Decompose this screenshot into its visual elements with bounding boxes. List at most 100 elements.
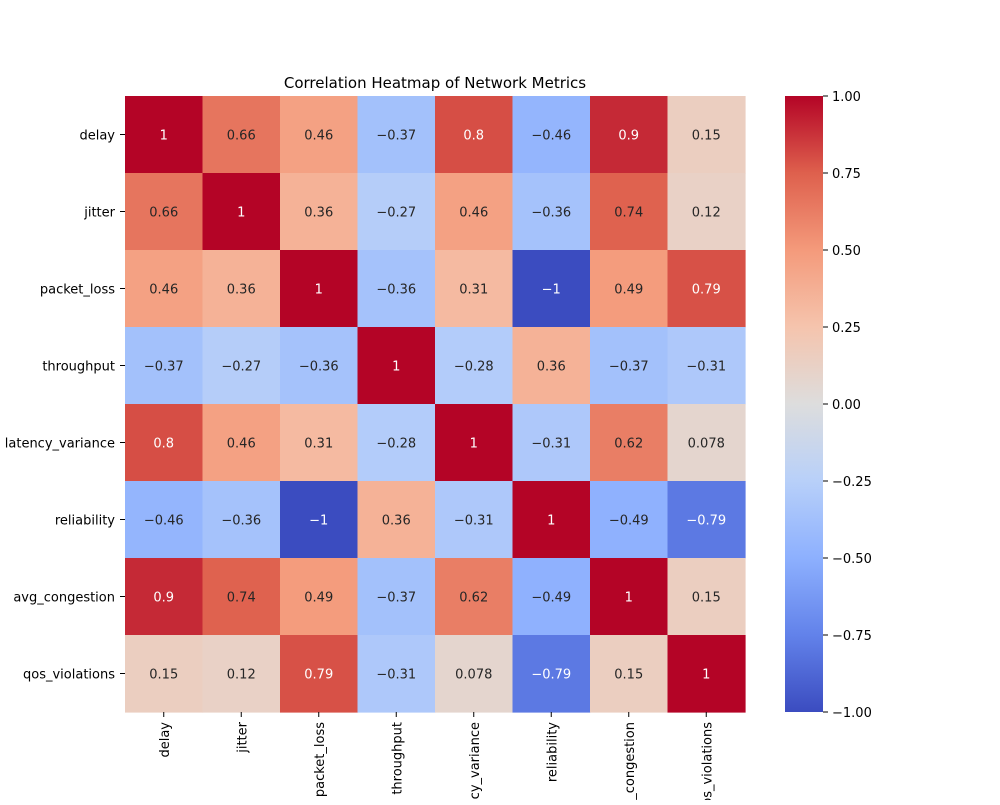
- x-tick-label: avg_congestion: [623, 722, 638, 800]
- y-tick-label: qos_violations: [23, 668, 115, 683]
- heatmap-cell-3-6: [590, 327, 669, 405]
- cell-value-label: 0.078: [455, 668, 492, 683]
- heatmap-cell-4-4: [435, 404, 514, 482]
- heatmap-cell-5-5: [512, 481, 591, 559]
- column-labels: delay jitter packet_loss throughput latency_…: [158, 712, 715, 805]
- heatmap-cell-1-3: [357, 173, 436, 251]
- cell-value-label: 0.12: [227, 668, 256, 683]
- heatmap-cell-2-7: [667, 250, 746, 328]
- cell-value-label: 0.9: [153, 591, 174, 606]
- heatmap-cell-2-0: [125, 250, 204, 328]
- cell-value-label: −0.27: [376, 206, 416, 221]
- cell-value-label: 0.15: [692, 129, 721, 144]
- cell-value-label: 0.62: [459, 591, 488, 606]
- colorbar-tick-label: 0.00: [832, 398, 861, 413]
- heatmap-cell-0-3: [357, 96, 436, 174]
- cell-value-label: 0.79: [692, 283, 721, 298]
- cell-value-label: 1: [547, 514, 555, 529]
- chart-title: Correlation Heatmap of Network Metrics: [284, 74, 586, 92]
- heatmap-cells: 1 0.66 0.46 −0.37 0.8 −0.46 0.9 0.15 0.66 1 0.36 −0…: [125, 96, 746, 713]
- heatmap-cell-5-1: [202, 481, 281, 559]
- cell-value-label: 0.31: [459, 283, 488, 298]
- cell-value-label: 0.31: [304, 437, 333, 452]
- cell-value-label: 1: [315, 283, 323, 298]
- cell-value-label: 0.15: [692, 591, 721, 606]
- cell-value-label: 0.46: [227, 437, 256, 452]
- cell-value-label: −0.37: [609, 360, 649, 375]
- cell-value-label: −0.79: [686, 514, 726, 529]
- colorbar-tick-label: −0.50: [832, 552, 872, 567]
- x-tick-label: qos_violations: [700, 722, 715, 800]
- cell-value-label: 0.8: [463, 129, 484, 144]
- cell-value-label: 1: [625, 591, 633, 606]
- cell-value-label: 0.74: [614, 206, 643, 221]
- heatmap-cell-1-7: [667, 173, 746, 251]
- heatmap-cell-7-5: [512, 635, 591, 713]
- colorbar-tick-label: −1.00: [832, 706, 872, 721]
- cell-value-label: −0.46: [144, 514, 184, 529]
- cell-value-label: 0.79: [304, 668, 333, 683]
- heatmap-cell-5-4: [435, 481, 514, 559]
- cell-value-label: −1: [309, 514, 328, 529]
- cell-value-label: −0.49: [531, 591, 571, 606]
- heatmap-cell-0-2: [280, 96, 359, 174]
- heatmap-cell-7-1: [202, 635, 281, 713]
- cell-value-label: −0.28: [454, 360, 494, 375]
- cell-value-label: −0.31: [376, 668, 416, 683]
- cell-value-label: −0.37: [376, 129, 416, 144]
- heatmap-cell-7-0: [125, 635, 204, 713]
- cell-value-label: −0.46: [531, 129, 571, 144]
- cell-value-label: 0.15: [614, 668, 643, 683]
- cell-value-label: −0.37: [376, 591, 416, 606]
- colorbar-tick-label: 0.50: [832, 244, 861, 259]
- heatmap-cell-7-7: [667, 635, 746, 713]
- cell-value-label: −0.79: [531, 668, 571, 683]
- cell-value-label: 1: [392, 360, 400, 375]
- heatmap-cell-0-6: [590, 96, 669, 174]
- cell-value-label: 0.46: [459, 206, 488, 221]
- cell-value-label: −0.31: [454, 514, 494, 529]
- cell-value-label: 0.36: [382, 514, 411, 529]
- heatmap-cell-3-7: [667, 327, 746, 405]
- heatmap-cell-4-0: [125, 404, 204, 482]
- heatmap-cell-4-5: [512, 404, 591, 482]
- cell-value-label: 0.66: [149, 206, 178, 221]
- cell-value-label: 1: [237, 206, 245, 221]
- heatmap-cell-7-4: [435, 635, 514, 713]
- heatmap-cell-3-4: [435, 327, 514, 405]
- heatmap-cell-6-6: [590, 558, 669, 636]
- heatmap-cell-4-2: [280, 404, 359, 482]
- cell-value-label: −0.28: [376, 437, 416, 452]
- heatmap-cell-6-2: [280, 558, 359, 636]
- cell-value-label: −0.36: [376, 283, 416, 298]
- heatmap-cell-5-7: [667, 481, 746, 559]
- heatmap-cell-7-2: [280, 635, 359, 713]
- heatmap-cell-2-1: [202, 250, 281, 328]
- heatmap-cell-1-5: [512, 173, 591, 251]
- heatmap-cell-1-6: [590, 173, 669, 251]
- heatmap-cell-7-6: [590, 635, 669, 713]
- heatmap-cell-0-4: [435, 96, 514, 174]
- cell-value-label: 1: [160, 129, 168, 144]
- y-tick-label: packet_loss: [40, 283, 115, 298]
- heatmap-cell-2-2: [280, 250, 359, 328]
- colorbar-tick-label: −0.75: [832, 629, 872, 644]
- heatmap-cell-3-2: [280, 327, 359, 405]
- cell-value-label: 0.36: [304, 206, 333, 221]
- heatmap-cell-0-7: [667, 96, 746, 174]
- x-tick-label: delay: [158, 722, 173, 758]
- cell-value-label: 0.078: [688, 437, 725, 452]
- colorbar-tick-label: −0.25: [832, 475, 872, 490]
- heatmap-cell-1-2: [280, 173, 359, 251]
- x-tick-label: throughput: [390, 722, 405, 795]
- cell-value-label: 0.36: [227, 283, 256, 298]
- cell-value-label: −0.31: [531, 437, 571, 452]
- heatmap-cell-4-1: [202, 404, 281, 482]
- heatmap-cell-3-0: [125, 327, 204, 405]
- cell-value-label: −0.37: [144, 360, 184, 375]
- x-tick-label: reliability: [545, 722, 560, 782]
- heatmap-cell-6-1: [202, 558, 281, 636]
- heatmap-cell-2-5: [512, 250, 591, 328]
